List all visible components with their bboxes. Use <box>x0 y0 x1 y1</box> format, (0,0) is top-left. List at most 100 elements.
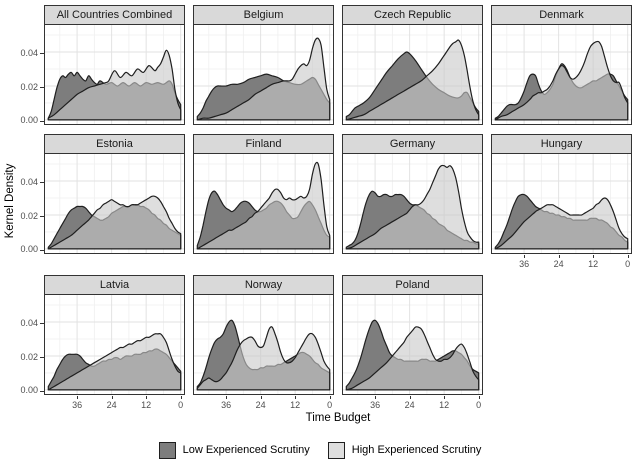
x-tick-mark <box>226 396 228 399</box>
x-tick-label: 36 <box>519 259 530 269</box>
y-tick-mark <box>40 249 44 251</box>
x-tick-mark <box>627 255 629 258</box>
x-tick-mark <box>295 396 297 399</box>
density-area-high-scrutiny <box>196 161 331 250</box>
x-axis-title: Time Budget <box>305 412 371 424</box>
x-tick-mark <box>444 396 446 399</box>
facet-germany: Germany <box>342 134 483 254</box>
x-tick-mark <box>260 396 262 399</box>
legend: Low Experienced Scrutiny High Experience… <box>0 438 640 462</box>
facet-hungary: Hungary 36 24 12 0 <box>491 134 632 269</box>
y-tick-mark <box>40 357 44 358</box>
y-tick-label: 0.04 <box>20 176 38 187</box>
y-tick-mark <box>40 120 44 122</box>
y-tick-mark <box>40 53 44 54</box>
facet-norway: Norway 36 24 12 0 <box>193 275 334 410</box>
facet-panel-hungary <box>491 153 632 254</box>
x-tick-label: 24 <box>404 400 415 410</box>
x-tick-label: 12 <box>588 259 599 269</box>
y-tick-mark <box>40 323 44 324</box>
facet-strip-all-countries-combined: All Countries Combined <box>44 5 185 25</box>
density-area-high-scrutiny <box>494 40 629 121</box>
x-tick-mark <box>180 396 182 399</box>
x-tick-label: 24 <box>106 400 117 410</box>
y-tick-label: 0.00 <box>20 115 38 126</box>
facet-latvia: Latvia 36 24 12 0 0.00 0.02 0.04 <box>20 275 185 410</box>
legend-item-low: Low Experienced Scrutiny <box>158 441 310 459</box>
y-tick-mark <box>40 390 44 392</box>
x-tick-mark <box>329 396 331 399</box>
y-tick-mark <box>40 87 44 88</box>
density-area-high-scrutiny <box>345 326 480 391</box>
x-tick-mark <box>558 255 560 258</box>
y-tick-label: 0.02 <box>20 210 38 221</box>
x-tick-label: 0 <box>476 400 482 410</box>
facet-panel-finland <box>193 153 334 254</box>
x-tick-mark <box>478 396 480 399</box>
legend-item-high: High Experienced Scrutiny <box>327 441 482 459</box>
legend-label-high: High Experienced Scrutiny <box>351 444 482 456</box>
density-area-high-scrutiny <box>345 164 480 250</box>
x-tick-label: 0 <box>327 400 333 410</box>
facet-strip-germany: Germany <box>342 134 483 154</box>
density-area-high-scrutiny <box>47 195 182 250</box>
legend-label-low: Low Experienced Scrutiny <box>182 444 310 456</box>
x-tick-label: 0 <box>178 400 184 410</box>
x-tick-mark <box>111 396 113 399</box>
x-tick-label: 12 <box>439 400 450 410</box>
x-tick-mark <box>146 396 148 399</box>
facet-strip-estonia: Estonia <box>44 134 185 154</box>
y-tick-label: 0.00 <box>20 244 38 255</box>
facet-panel-all-countries-combined <box>44 24 185 125</box>
y-tick-mark <box>40 182 44 183</box>
x-tick-mark <box>375 396 377 399</box>
facet-strip-norway: Norway <box>193 275 334 295</box>
x-tick-label: 36 <box>221 400 232 410</box>
facet-poland: Poland 36 24 12 0 <box>342 275 483 410</box>
x-tick-label: 36 <box>72 400 83 410</box>
y-tick-label: 0.04 <box>20 317 38 328</box>
facet-panel-norway <box>193 294 334 395</box>
y-tick-mark <box>40 216 44 217</box>
facet-finland: Finland <box>193 134 334 254</box>
facet-panel-belgium <box>193 24 334 125</box>
x-tick-label: 36 <box>370 400 381 410</box>
facet-strip-denmark: Denmark <box>491 5 632 25</box>
facet-strip-belgium: Belgium <box>193 5 334 25</box>
density-area-high-scrutiny <box>196 326 331 391</box>
x-tick-mark <box>593 255 595 258</box>
facet-all-countries-combined: All Countries Combined 0.00 0.02 0.04 <box>20 5 185 125</box>
facet-czech-republic: Czech Republic <box>342 5 483 125</box>
facet-panel-poland <box>342 294 483 395</box>
facet-belgium: Belgium <box>193 5 334 125</box>
x-tick-mark <box>524 255 526 258</box>
density-area-high-scrutiny <box>345 39 480 121</box>
facet-strip-latvia: Latvia <box>44 275 185 295</box>
x-tick-label: 24 <box>553 259 564 269</box>
x-tick-label: 12 <box>290 400 301 410</box>
legend-swatch-high-icon <box>327 441 345 459</box>
x-tick-label: 24 <box>255 400 266 410</box>
facet-estonia: Estonia 0.00 0.02 0.04 <box>20 134 185 254</box>
facet-strip-hungary: Hungary <box>491 134 632 154</box>
facet-denmark: Denmark <box>491 5 632 125</box>
density-area-high-scrutiny <box>196 37 331 121</box>
y-axis-title: Kernel Density <box>4 163 16 239</box>
facet-panel-denmark <box>491 24 632 125</box>
x-tick-label: 12 <box>141 400 152 410</box>
facet-strip-poland: Poland <box>342 275 483 295</box>
x-tick-mark <box>77 396 79 399</box>
density-area-high-scrutiny <box>494 197 629 250</box>
facet-panel-czech-republic <box>342 24 483 125</box>
density-area-high-scrutiny <box>47 333 182 391</box>
y-tick-label: 0.00 <box>20 385 38 396</box>
density-area-high-scrutiny <box>47 49 182 121</box>
y-tick-label: 0.02 <box>20 351 38 362</box>
facet-panel-estonia <box>44 153 185 254</box>
x-tick-label: 0 <box>625 259 631 269</box>
x-tick-mark <box>409 396 411 399</box>
facet-panel-latvia <box>44 294 185 395</box>
y-tick-label: 0.04 <box>20 47 38 58</box>
legend-swatch-low-icon <box>158 441 176 459</box>
